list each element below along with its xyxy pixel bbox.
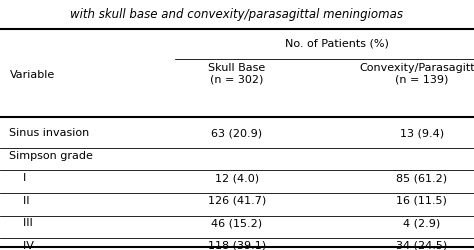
Text: 4 (2.9): 4 (2.9) <box>403 218 440 228</box>
Text: IV: IV <box>9 240 34 250</box>
Text: Sinus invasion: Sinus invasion <box>9 128 90 138</box>
Text: with skull base and convexity/parasagittal meningiomas: with skull base and convexity/parasagitt… <box>71 8 403 20</box>
Text: 16 (11.5): 16 (11.5) <box>396 195 447 205</box>
Text: 46 (15.2): 46 (15.2) <box>211 218 263 228</box>
Text: 12 (4.0): 12 (4.0) <box>215 172 259 182</box>
Text: 126 (41.7): 126 (41.7) <box>208 195 266 205</box>
Text: I: I <box>9 172 27 182</box>
Text: 63 (20.9): 63 (20.9) <box>211 128 263 138</box>
Text: Skull Base
(n = 302): Skull Base (n = 302) <box>209 62 265 84</box>
Text: 118 (39.1): 118 (39.1) <box>208 240 266 250</box>
Text: II: II <box>9 195 30 205</box>
Text: 34 (24.5): 34 (24.5) <box>396 240 447 250</box>
Text: Simpson grade: Simpson grade <box>9 150 93 160</box>
Text: 13 (9.4): 13 (9.4) <box>400 128 444 138</box>
Text: Convexity/Parasagittal
(n = 139): Convexity/Parasagittal (n = 139) <box>359 62 474 84</box>
Text: Variable: Variable <box>9 70 55 80</box>
Text: No. of Patients (%): No. of Patients (%) <box>284 39 389 49</box>
Text: 85 (61.2): 85 (61.2) <box>396 172 447 182</box>
Text: III: III <box>9 218 33 228</box>
